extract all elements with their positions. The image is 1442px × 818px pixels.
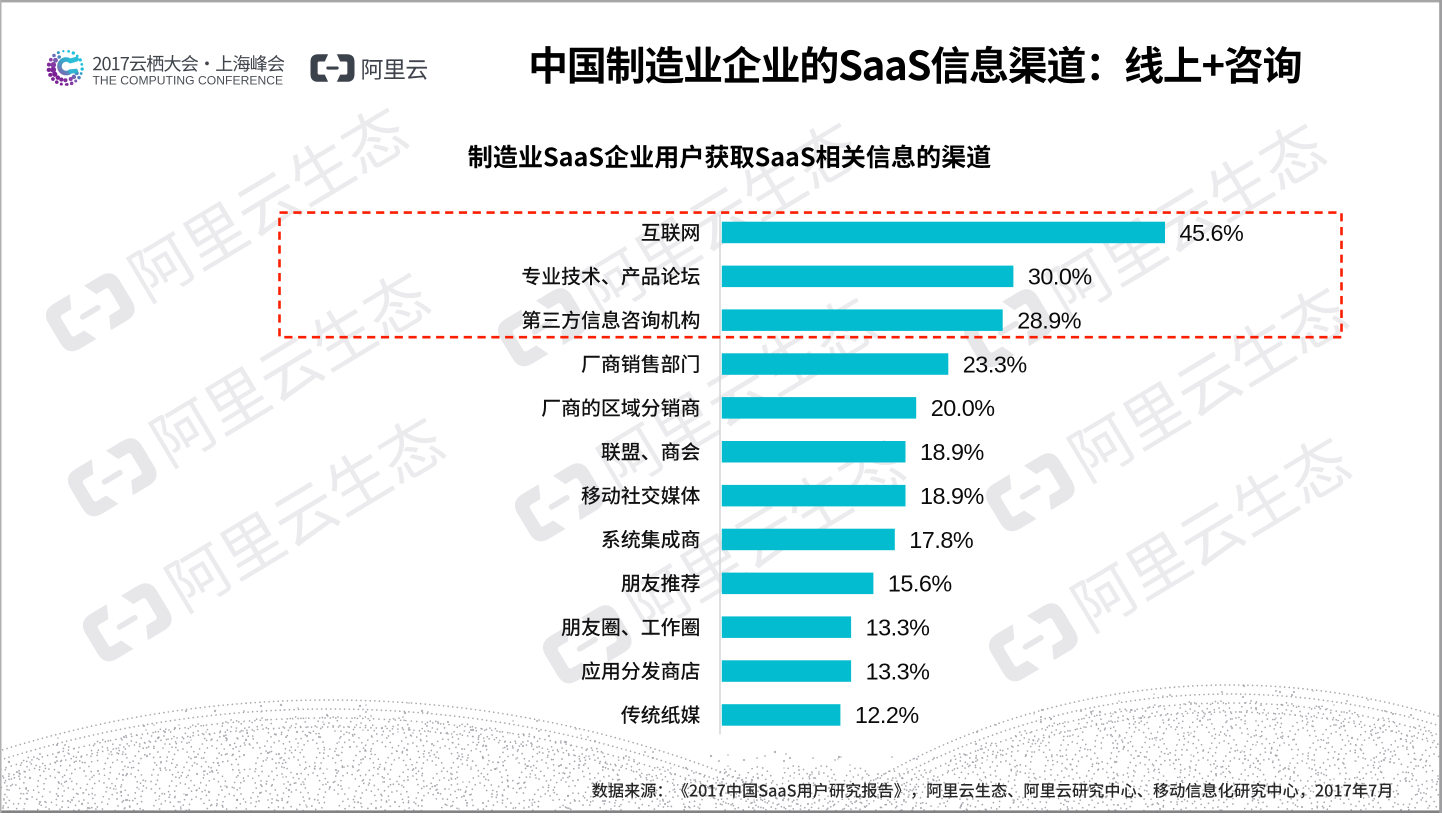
svg-text:13.3%: 13.3% <box>866 658 930 684</box>
svg-text:20.0%: 20.0% <box>931 395 995 421</box>
svg-text:15.6%: 15.6% <box>888 571 952 597</box>
svg-text:30.0%: 30.0% <box>1028 264 1092 290</box>
svg-text:45.6%: 45.6% <box>1180 220 1244 246</box>
svg-text:18.9%: 18.9% <box>920 483 984 509</box>
svg-text:12.2%: 12.2% <box>855 702 919 728</box>
svg-text:28.9%: 28.9% <box>1017 308 1081 334</box>
svg-text:THE COMPUTING CONFERENCE: THE COMPUTING CONFERENCE <box>93 73 284 87</box>
svg-text:13.3%: 13.3% <box>866 615 930 641</box>
svg-text:17.8%: 17.8% <box>909 527 973 553</box>
svg-text:23.3%: 23.3% <box>963 351 1027 377</box>
svg-text:18.9%: 18.9% <box>920 439 984 465</box>
